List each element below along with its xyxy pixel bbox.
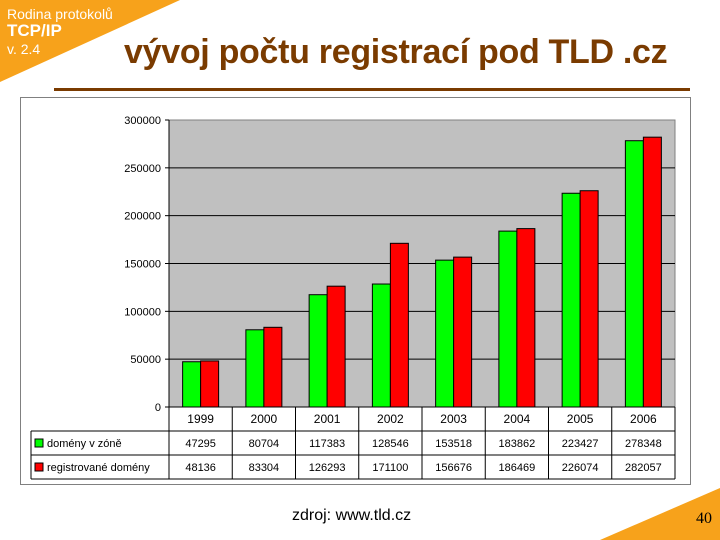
bar-zone bbox=[182, 361, 202, 408]
slide-title: vývoj počtu registrací pod TLD .cz bbox=[124, 33, 668, 71]
corner-decoration-top bbox=[0, 0, 180, 82]
chart-frame: 300000 250000 200000 150000 100000 50000 0 1999… bbox=[20, 97, 691, 485]
x-tick-label: 2004 bbox=[504, 412, 531, 426]
y-tick-label: 0 bbox=[155, 402, 161, 414]
x-tick-label: 2000 bbox=[251, 412, 278, 426]
bar-zone bbox=[561, 192, 581, 408]
data-label: 186469 bbox=[499, 462, 536, 474]
protocol-name: TCP/IP bbox=[7, 21, 62, 40]
x-tick-label: 2005 bbox=[567, 412, 594, 426]
bar-registered bbox=[453, 256, 473, 408]
bar-registered bbox=[263, 326, 283, 408]
data-label: 153518 bbox=[435, 438, 472, 450]
data-label: 278348 bbox=[625, 438, 662, 450]
bar-zone bbox=[308, 294, 328, 408]
data-label: 226074 bbox=[562, 462, 599, 474]
data-label: 48136 bbox=[185, 462, 216, 474]
legend-label: domény v zóně bbox=[47, 438, 122, 450]
y-tick-label: 300000 bbox=[124, 115, 161, 127]
data-label: 183862 bbox=[499, 438, 536, 450]
title-underline bbox=[54, 88, 690, 91]
data-label: 80704 bbox=[249, 438, 280, 450]
x-tick-label: 2003 bbox=[440, 412, 467, 426]
bar-registered bbox=[326, 285, 346, 408]
data-label: 156676 bbox=[435, 462, 472, 474]
x-tick-label: 1999 bbox=[187, 412, 214, 426]
bar-zone bbox=[435, 259, 455, 408]
x-tick-label: 2006 bbox=[630, 412, 657, 426]
legend-key bbox=[34, 438, 44, 448]
bar-registered bbox=[642, 136, 662, 408]
source-note: zdroj: www.tld.cz bbox=[292, 507, 412, 524]
y-tick-label: 100000 bbox=[124, 306, 161, 318]
data-label: 117383 bbox=[309, 438, 345, 450]
registrations-chart: 300000 250000 200000 150000 100000 50000 0 1999… bbox=[30, 115, 676, 480]
legend-label: registrované domény bbox=[47, 462, 150, 474]
version-label: v. 2.4 bbox=[7, 41, 41, 57]
bar-registered bbox=[389, 242, 409, 408]
data-label: 282057 bbox=[625, 462, 662, 474]
bar-registered bbox=[579, 190, 599, 408]
data-label: 47295 bbox=[185, 438, 216, 450]
x-tick-label: 2002 bbox=[377, 412, 404, 426]
data-label: 83304 bbox=[249, 462, 280, 474]
data-label: 223427 bbox=[562, 438, 599, 450]
corner-decoration-bottom bbox=[600, 488, 720, 540]
y-tick-label: 50000 bbox=[130, 354, 161, 366]
legend-key bbox=[34, 462, 44, 472]
y-tick-label: 250000 bbox=[124, 163, 161, 175]
page-number: 40 bbox=[696, 510, 712, 527]
bar-registered bbox=[200, 360, 220, 408]
x-tick-label: 2001 bbox=[314, 412, 341, 426]
data-label: 171100 bbox=[372, 462, 408, 474]
bar-zone bbox=[624, 140, 644, 408]
y-tick-label: 200000 bbox=[124, 211, 161, 223]
bar-zone bbox=[245, 329, 265, 408]
bar-registered bbox=[516, 228, 536, 408]
course-series-name: Rodina protokolů bbox=[7, 6, 113, 22]
bar-zone bbox=[498, 230, 518, 408]
data-label: 128546 bbox=[372, 438, 409, 450]
bar-zone bbox=[371, 283, 391, 408]
data-label: 126293 bbox=[309, 462, 346, 474]
y-tick-label: 150000 bbox=[124, 259, 161, 271]
